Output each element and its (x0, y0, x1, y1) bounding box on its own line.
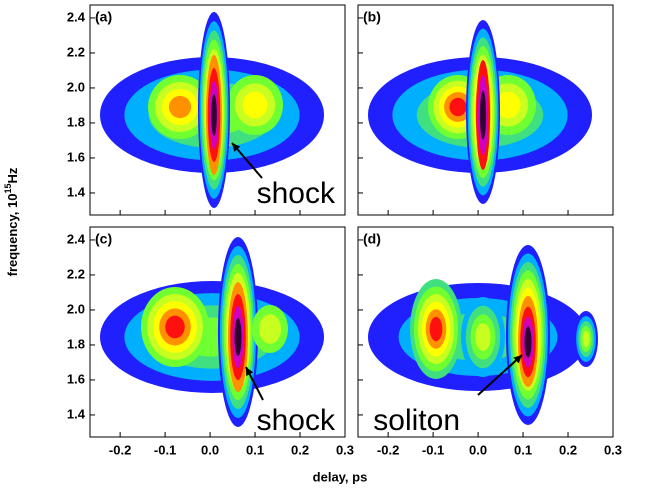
y-tick-label: 2.4 (67, 9, 86, 24)
x-tick-label: 0.1 (246, 442, 264, 457)
x-tick-label: 0.2 (291, 442, 309, 457)
intensity-contour (524, 326, 532, 358)
x-tick-label: 0.3 (604, 442, 622, 457)
x-tick-label: 0.0 (469, 442, 487, 457)
y-tick-label: 2.0 (67, 301, 85, 316)
x-tick-label: 0.0 (201, 442, 219, 457)
panel: -0.2 -0.1 0.0 0.1 0.2 0.3 1.4 1.6 1.8 2.0 2.2 2.4 (c… (67, 226, 354, 457)
x-tick-label: -0.1 (422, 442, 444, 457)
y-label-text: frequency, 10 (5, 194, 20, 277)
y-tick-label: 1.8 (67, 114, 85, 129)
x-tick-label: -0.1 (154, 442, 176, 457)
intensity-contour (475, 323, 491, 351)
y-tick-label: 2.2 (67, 266, 85, 281)
y-axis-label: frequency, 1015Hz (3, 167, 20, 276)
spectrogram (100, 237, 324, 427)
spectrogram (100, 12, 324, 208)
y-tick-label: 1.4 (67, 184, 86, 199)
panel-frame (89, 226, 346, 438)
panel: (b) (357, 4, 614, 216)
intensity-contour (211, 94, 217, 136)
y-label-sup: 15 (3, 184, 13, 194)
intensity-contour (495, 91, 521, 119)
intensity-contour (234, 317, 242, 357)
x-axis-label: delay, ps (313, 469, 368, 484)
y-tick-label: 1.6 (67, 149, 85, 164)
panel-frame (357, 226, 614, 438)
arrow-shaft (477, 354, 523, 396)
spectrogram (368, 20, 592, 204)
y-tick-label: 1.4 (67, 406, 86, 421)
y-tick-label: 1.6 (67, 371, 85, 386)
intensity-contour (582, 331, 590, 347)
panel-label: (b) (363, 9, 381, 25)
intensity-contour (479, 90, 487, 140)
intensity-contour (258, 314, 282, 344)
annotation: soliton (373, 404, 460, 437)
y-tick-label: 2.2 (67, 44, 85, 59)
intensity-contour (165, 315, 185, 339)
arrow-head (232, 143, 241, 152)
annotation: shock (257, 404, 336, 437)
intensity-contour (168, 95, 192, 119)
x-tick-label: -0.2 (377, 442, 399, 457)
y-tick-label: 1.8 (67, 336, 85, 351)
intensity-contour (449, 97, 467, 117)
panel-frame (357, 4, 614, 216)
x-tick-label: 0.2 (559, 442, 577, 457)
x-tick-label: -0.2 (109, 442, 131, 457)
x-tick-label: 0.3 (336, 442, 354, 457)
intensity-contour (242, 91, 268, 119)
arrow-head (513, 355, 522, 364)
panel: -0.2 -0.1 0.0 0.1 0.2 0.3 (d) soliton (357, 226, 622, 457)
x-tick-label: 0.1 (514, 442, 532, 457)
intensity-contour (429, 316, 443, 342)
panel-label: (c) (95, 231, 112, 247)
y-label-unit: Hz (5, 167, 20, 183)
y-tick-label: 2.4 (67, 231, 86, 246)
spectrogram (368, 245, 598, 425)
panel-frame (89, 4, 346, 216)
arrow-head (246, 367, 254, 376)
y-tick-label: 2.0 (67, 79, 85, 94)
panel-label: (a) (95, 9, 112, 25)
panel: 1.4 1.6 1.8 2.0 2.2 2.4 (a) shock (67, 4, 346, 216)
annotation: shock (257, 177, 336, 210)
panel-label: (d) (363, 231, 381, 247)
